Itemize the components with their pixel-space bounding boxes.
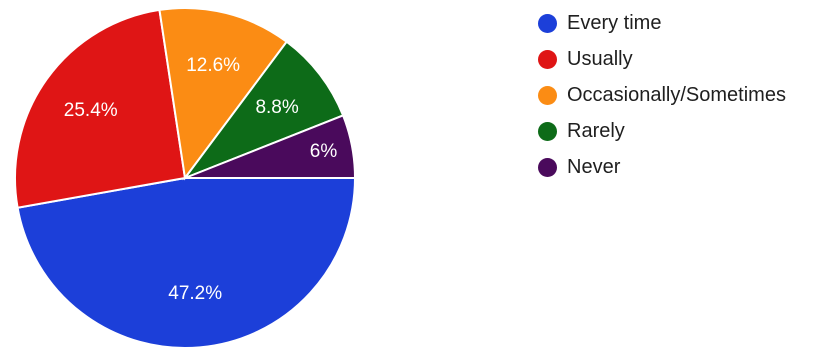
legend-item-rarely[interactable]: Rarely [538, 113, 786, 149]
legend-item-never[interactable]: Never [538, 149, 786, 185]
pie-slice-occasionally-sometimes[interactable] [158, 7, 289, 181]
pie-slice-rarely[interactable] [182, 40, 345, 181]
legend-label-never: Never [567, 155, 621, 178]
legend-item-usually[interactable]: Usually [538, 41, 786, 77]
legend-item-occasionally-sometimes[interactable]: Occasionally/Sometimes [538, 77, 786, 113]
legend-swatch-rarely [538, 121, 557, 141]
legend-item-every-time[interactable]: Every time [538, 5, 786, 41]
legend-label-every-time: Every time [567, 11, 662, 34]
legend-swatch-usually [538, 49, 557, 69]
legend-swatch-never [538, 157, 557, 177]
legend-swatch-every-time [538, 13, 557, 33]
pie-slice-every-time[interactable] [16, 177, 357, 349]
slice-label-usually: 25.4% [64, 100, 118, 121]
slice-label-occasionally-sometimes: 12.6% [186, 55, 240, 76]
legend-label-usually: Usually [567, 47, 633, 70]
legend-swatch-occasionally-sometimes [538, 85, 557, 105]
slice-label-never: 6% [310, 141, 338, 162]
legend-label-rarely: Rarely [567, 119, 625, 142]
legend: Every time Usually Occasionally/Sometime… [538, 5, 786, 185]
pie-slice-never[interactable] [184, 114, 357, 179]
legend-label-occasionally-sometimes: Occasionally/Sometimes [567, 83, 786, 106]
slice-label-rarely: 8.8% [255, 97, 298, 118]
pie-slice-usually[interactable] [14, 8, 187, 209]
slice-label-every-time: 47.2% [168, 283, 222, 304]
